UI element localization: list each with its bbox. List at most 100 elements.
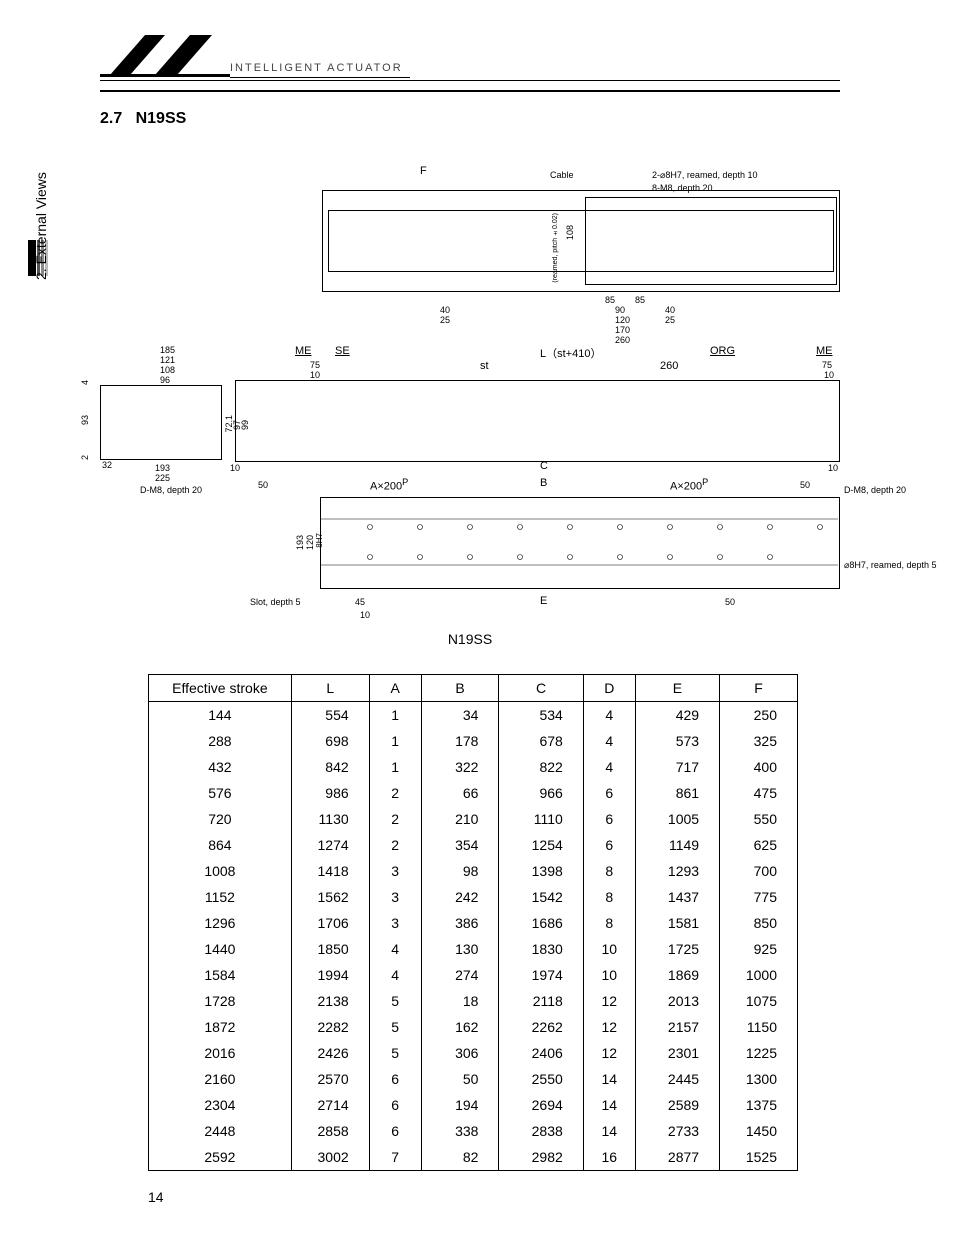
table-cell: 2714 (291, 1092, 369, 1118)
page-number: 14 (148, 1189, 164, 1205)
dim-10d: 10 (828, 463, 838, 473)
table-cell: 2301 (635, 1040, 719, 1066)
table-cell: 2445 (635, 1066, 719, 1092)
table-cell: 698 (291, 728, 369, 754)
table-cell: 2160 (149, 1066, 292, 1092)
table-cell: 12 (583, 988, 635, 1014)
lab-Lst: L（st+410） (540, 345, 601, 361)
dim-193b: 193 (295, 535, 305, 550)
drawing-caption: N19SS (100, 631, 840, 647)
dim-90: 90 (615, 305, 625, 315)
table-row: 28869811786784573325 (149, 728, 798, 754)
table-cell: 2589 (635, 1092, 719, 1118)
dim-10e: 10 (360, 610, 370, 620)
table-cell: 1225 (720, 1040, 798, 1066)
table-row: 2160257065025501424451300 (149, 1066, 798, 1092)
table-cell: 386 (421, 910, 499, 936)
dim-170: 170 (615, 325, 630, 335)
drawing-end-view (100, 385, 222, 460)
table-cell: 210 (421, 806, 499, 832)
table-cell: 66 (421, 780, 499, 806)
table-cell: 274 (421, 962, 499, 988)
table-row: 1445541345344429250 (149, 702, 798, 729)
dim-193: 193 (155, 463, 170, 473)
table-row: 2592300278229821628771525 (149, 1144, 798, 1171)
table-cell: 1872 (149, 1014, 292, 1040)
table-cell: 861 (635, 780, 719, 806)
table-cell: 10 (583, 936, 635, 962)
side-tab-label: 2. External Views (33, 172, 49, 280)
table-row: 20162426530624061223011225 (149, 1040, 798, 1066)
lab-ME2: ME (816, 345, 833, 357)
dim-108: 108 (565, 225, 575, 240)
table-cell: 1850 (291, 936, 369, 962)
table-cell: 2138 (291, 988, 369, 1014)
dim-45: 45 (355, 597, 365, 607)
dim-10b: 10 (824, 370, 834, 380)
table-cell: 429 (635, 702, 719, 729)
table-cell: 2157 (635, 1014, 719, 1040)
dim-85b: 85 (635, 295, 645, 305)
table-cell: 700 (720, 858, 798, 884)
table-cell: 1974 (499, 962, 583, 988)
table-cell: 1149 (635, 832, 719, 858)
table-cell: 1542 (499, 884, 583, 910)
table-cell: 678 (499, 728, 583, 754)
table-cell: 1398 (499, 858, 583, 884)
table-cell: 1830 (499, 936, 583, 962)
table-cell: 8 (583, 910, 635, 936)
dim-10a: 10 (310, 370, 320, 380)
table-cell: 2858 (291, 1118, 369, 1144)
dim-120b: 120 (305, 535, 315, 550)
table-cell: 8 (583, 858, 635, 884)
table-cell: 5 (369, 1040, 421, 1066)
table-cell: 2570 (291, 1066, 369, 1092)
dim-75a: 75 (310, 360, 320, 370)
header-rule-2 (100, 80, 840, 81)
table-cell: 5 (369, 988, 421, 1014)
table-cell: 1274 (291, 832, 369, 858)
table-cell: 8 (583, 884, 635, 910)
table-row: 115215623242154281437775 (149, 884, 798, 910)
note-slot: Slot, depth 5 (250, 597, 301, 607)
col-header: F (720, 675, 798, 702)
dim-F: F (420, 165, 427, 177)
table-cell: 2304 (149, 1092, 292, 1118)
table-cell: 1686 (499, 910, 583, 936)
table-cell: 2733 (635, 1118, 719, 1144)
dim-50a: 50 (258, 480, 268, 490)
table-cell: 925 (720, 936, 798, 962)
table-cell: 3 (369, 910, 421, 936)
table-cell: 850 (720, 910, 798, 936)
table-cell: 12 (583, 1040, 635, 1066)
table-cell: 2426 (291, 1040, 369, 1066)
note-reamed: 2-⌀8H7, reamed, depth 10 (652, 170, 757, 181)
table-cell: 6 (583, 806, 635, 832)
table-cell: 4 (583, 728, 635, 754)
table-cell: 194 (421, 1092, 499, 1118)
dim-225: 225 (155, 473, 170, 483)
drawing-top-plate (585, 197, 837, 285)
table-row: 15841994427419741018691000 (149, 962, 798, 988)
table-cell: 2982 (499, 1144, 583, 1171)
table-cell: 2448 (149, 1118, 292, 1144)
table-cell: 325 (720, 728, 798, 754)
dim-260: 260 (615, 335, 630, 345)
table-cell: 34 (421, 702, 499, 729)
col-header: A (369, 675, 421, 702)
note-DM8a: D-M8, depth 20 (140, 485, 202, 495)
table-cell: 5 (369, 1014, 421, 1040)
table-cell: 3 (369, 858, 421, 884)
table-cell: 14 (583, 1066, 635, 1092)
table-cell: 242 (421, 884, 499, 910)
table-cell: 842 (291, 754, 369, 780)
table-cell: 1418 (291, 858, 369, 884)
table-cell: 550 (720, 806, 798, 832)
dim-260r: 260 (660, 360, 678, 372)
table-cell: 2282 (291, 1014, 369, 1040)
section-title: 2.7 N19SS (100, 110, 186, 128)
col-header: E (635, 675, 719, 702)
table-cell: 1562 (291, 884, 369, 910)
table-cell: 1254 (499, 832, 583, 858)
dimension-table: Effective strokeLABCDEF 1445541345344429… (148, 674, 798, 1171)
